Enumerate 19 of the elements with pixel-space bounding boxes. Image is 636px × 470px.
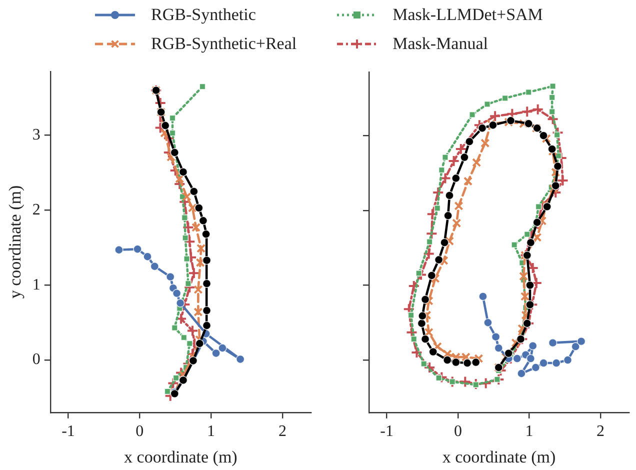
y-tick-label: 0 [32,351,40,368]
x-axis-title: x coordinate (m) [442,447,556,466]
x-tick-label: -1 [62,423,75,440]
legend-label: Mask-Manual [392,34,488,54]
y-axis-title: y coordinate (m) [6,185,25,299]
y-tick-label: 3 [32,126,40,144]
x-tick-label: 1 [207,423,216,440]
x-tick-label: 0 [454,423,462,440]
x-axis-title: x coordinate (m) [124,447,238,466]
y-tick-label: 2 [32,201,40,218]
legend-label: RGB-Synthetic [151,5,256,25]
x-tick-label: 2 [278,423,286,440]
x-tick-label: 2 [596,423,605,440]
legend-label: Mask-LLMDet+SAM [392,5,543,25]
y-tick-label: 1 [32,276,40,294]
x-tick-label: 0 [136,423,144,440]
x-tick-label: -1 [380,423,394,440]
x-tick-label: 1 [525,423,534,440]
legend-label: RGB-Synthetic+Real [151,34,297,54]
